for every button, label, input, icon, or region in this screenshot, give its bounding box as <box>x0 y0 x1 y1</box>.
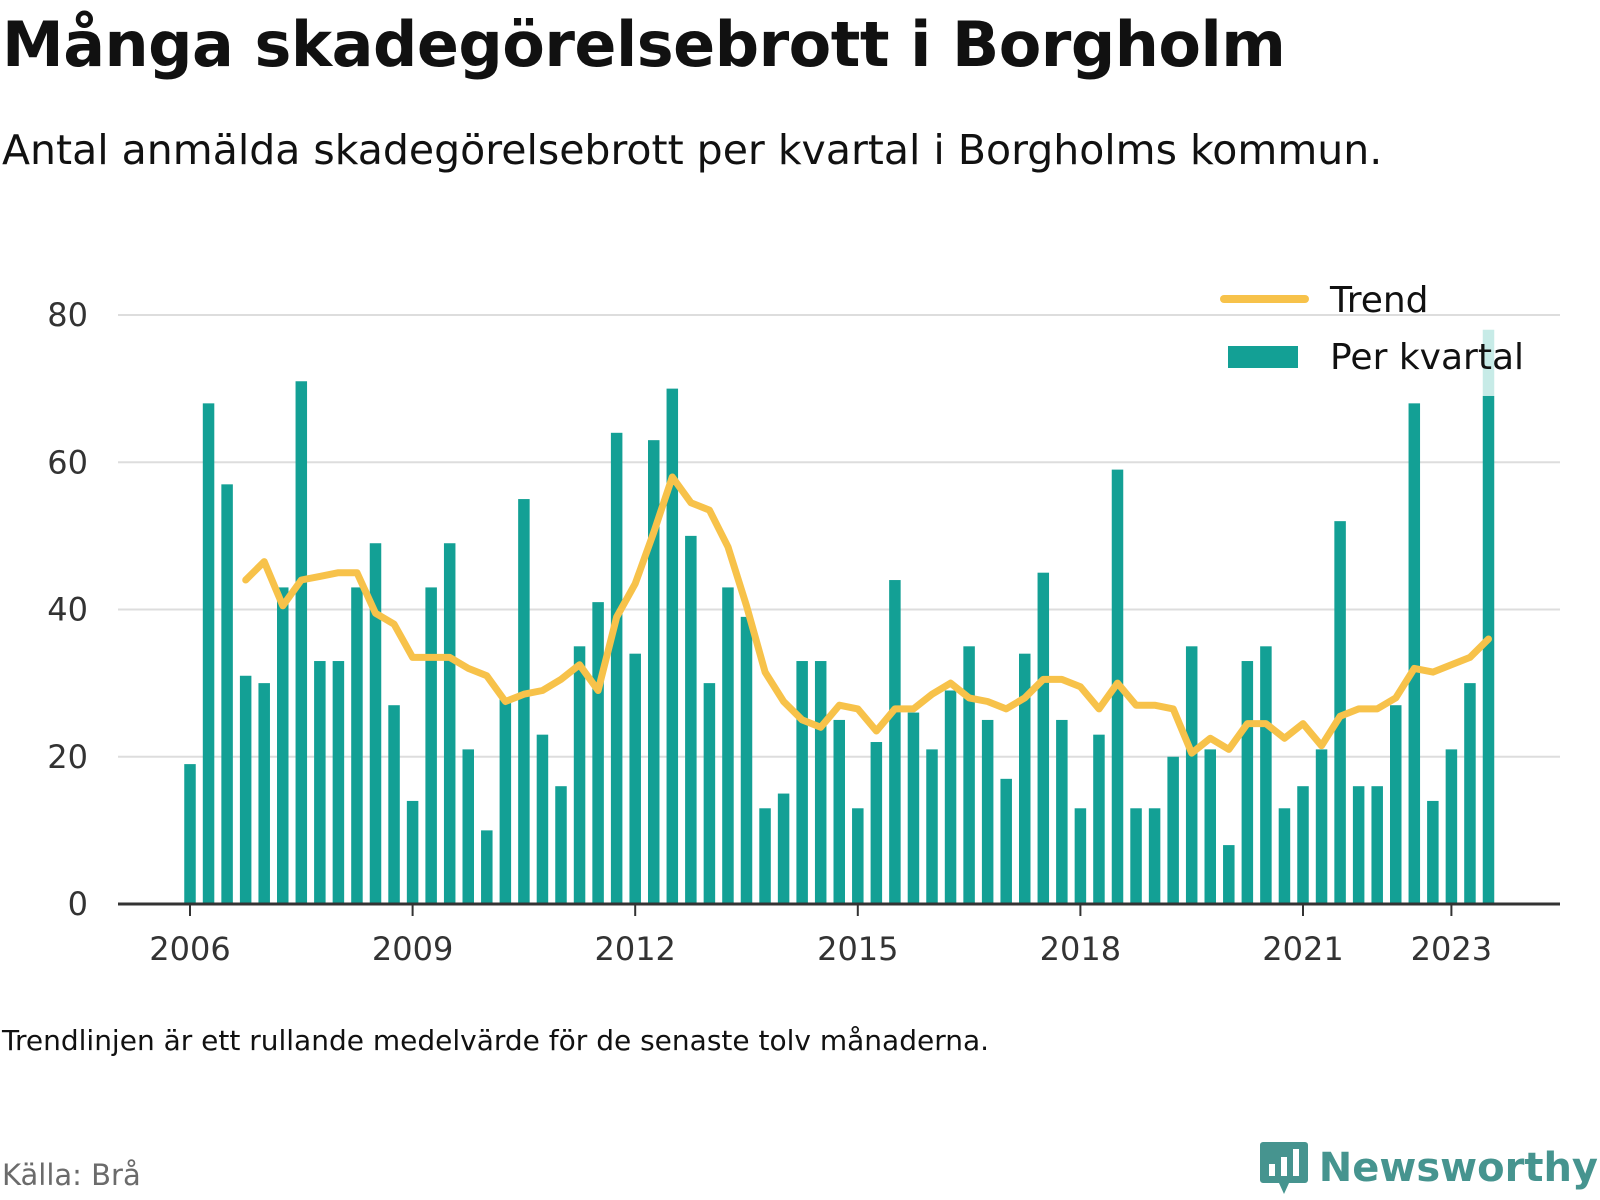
bar <box>462 749 474 904</box>
bar <box>536 734 549 904</box>
bar <box>295 381 308 904</box>
bar <box>648 440 660 904</box>
bar <box>1241 661 1254 904</box>
bar <box>1185 646 1198 904</box>
bar <box>870 742 883 904</box>
bar <box>406 800 419 904</box>
bar <box>555 786 567 904</box>
bar <box>1000 778 1012 904</box>
bar <box>666 388 679 904</box>
bar <box>1297 786 1309 904</box>
bar <box>610 432 623 904</box>
x-tick-label: 2012 <box>594 930 675 968</box>
bar <box>425 587 437 904</box>
bar <box>1056 719 1068 904</box>
bars <box>184 329 1495 904</box>
bar <box>332 661 345 904</box>
bar <box>944 690 957 904</box>
bar <box>703 683 716 904</box>
chart-subtitle: Antal anmälda skadegörelsebrott per kvar… <box>2 126 1383 174</box>
bar <box>499 697 512 904</box>
bar <box>1464 683 1476 904</box>
source-credit: Källa: Brå <box>2 1158 141 1192</box>
bar <box>963 646 975 904</box>
bar <box>388 705 400 904</box>
bar <box>926 749 938 904</box>
trend-line-layer <box>242 473 1492 757</box>
bar <box>1260 646 1272 904</box>
bar <box>814 661 827 904</box>
bar <box>1445 749 1458 904</box>
chart-title: Många skadegörelsebrott i Borgholm <box>2 8 1286 81</box>
bar <box>258 683 270 904</box>
newsworthy-logo-icon <box>1259 1142 1308 1194</box>
bar <box>759 808 771 904</box>
bar <box>202 403 215 904</box>
bar <box>369 543 382 904</box>
x-tick-label: 2006 <box>149 930 230 968</box>
y-tick-label: 80 <box>47 296 88 334</box>
bar <box>573 646 586 904</box>
bar <box>1130 808 1142 904</box>
bar <box>907 712 920 904</box>
bar <box>1278 808 1291 904</box>
bar <box>685 535 697 904</box>
bar <box>443 543 456 904</box>
bar <box>777 793 790 904</box>
bar <box>481 830 493 904</box>
legend: Trend Per kvartal <box>1220 280 1524 378</box>
legend-bars-swatch <box>1228 346 1298 368</box>
x-tick-label: 2021 <box>1262 930 1343 968</box>
bar <box>1352 786 1365 904</box>
bar <box>277 587 289 904</box>
bar <box>1315 749 1328 904</box>
bar-highlight <box>1482 329 1495 396</box>
bar <box>1074 808 1087 904</box>
y-tick-label: 40 <box>47 591 88 629</box>
bar <box>629 653 641 904</box>
bar <box>518 499 530 904</box>
legend-trend-label: Trend <box>1329 280 1429 321</box>
bar <box>1148 808 1161 904</box>
bar <box>592 602 604 904</box>
bar <box>1019 653 1031 904</box>
bar <box>722 587 734 904</box>
bar <box>351 587 363 904</box>
chart-area: 0 20 40 60 80 2006 2009 2012 2015 2018 2021 2023 Tr… <box>47 280 1560 968</box>
bar <box>184 764 196 904</box>
bar <box>1408 403 1421 904</box>
x-tick-label: 2015 <box>817 930 898 968</box>
bar <box>1037 572 1050 904</box>
bar <box>1482 395 1495 904</box>
x-tick-label: 2009 <box>372 930 453 968</box>
bar <box>1204 749 1216 904</box>
x-tick-label: 2018 <box>1040 930 1121 968</box>
trend-line <box>242 473 1492 757</box>
bar <box>796 661 808 904</box>
brand-logo[interactable]: Newsworthy <box>1259 1140 1598 1196</box>
y-tick-label: 60 <box>47 443 88 481</box>
bar <box>1371 786 1383 904</box>
legend-bars-label: Per kvartal <box>1330 337 1524 378</box>
bar <box>852 808 864 904</box>
brand-name: Newsworthy <box>1318 1145 1598 1191</box>
bar <box>1167 756 1179 904</box>
bar <box>1223 845 1235 904</box>
bar <box>889 580 901 904</box>
bar <box>314 661 326 904</box>
bar <box>1093 734 1105 904</box>
bar <box>740 616 753 904</box>
axes: 0 20 40 60 80 2006 2009 2012 2015 2018 2021 2023 <box>47 296 1560 968</box>
chart-footnote: Trendlinjen är ett rullande medelvärde f… <box>2 1024 990 1057</box>
bar <box>833 719 845 904</box>
x-tick-label: 2023 <box>1411 930 1492 968</box>
bar <box>981 719 994 904</box>
bar <box>1390 705 1402 904</box>
y-tick-label: 20 <box>47 738 88 776</box>
y-tick-label: 0 <box>68 885 88 923</box>
bar <box>239 675 252 904</box>
bar <box>221 484 233 904</box>
bar <box>1427 800 1439 904</box>
